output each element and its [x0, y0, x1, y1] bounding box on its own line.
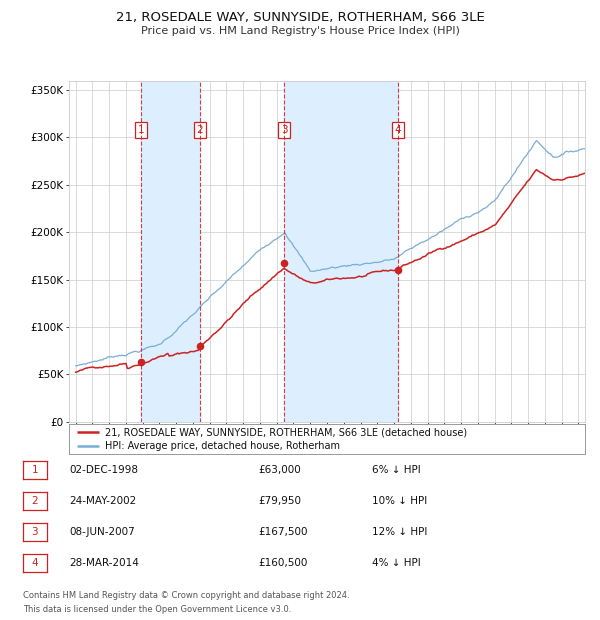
Text: 3: 3	[281, 125, 287, 135]
Bar	[284, 81, 398, 422]
Text: Price paid vs. HM Land Registry's House Price Index (HPI): Price paid vs. HM Land Registry's House …	[140, 26, 460, 36]
Text: £167,500: £167,500	[258, 527, 308, 537]
Text: £63,000: £63,000	[258, 465, 301, 475]
Text: 21, ROSEDALE WAY, SUNNYSIDE, ROTHERHAM, S66 3LE (detached house): 21, ROSEDALE WAY, SUNNYSIDE, ROTHERHAM, …	[105, 427, 467, 437]
Text: 28-MAR-2014: 28-MAR-2014	[69, 558, 139, 568]
Text: 08-JUN-2007: 08-JUN-2007	[69, 527, 135, 537]
Text: 4: 4	[395, 125, 401, 135]
Text: Contains HM Land Registry data © Crown copyright and database right 2024.: Contains HM Land Registry data © Crown c…	[23, 590, 349, 600]
Text: This data is licensed under the Open Government Licence v3.0.: This data is licensed under the Open Gov…	[23, 604, 291, 614]
Text: 1: 1	[31, 465, 38, 475]
Text: 21, ROSEDALE WAY, SUNNYSIDE, ROTHERHAM, S66 3LE: 21, ROSEDALE WAY, SUNNYSIDE, ROTHERHAM, …	[116, 11, 484, 24]
Text: 3: 3	[31, 527, 38, 537]
Bar	[142, 81, 200, 422]
Text: 2: 2	[196, 125, 203, 135]
Text: 10% ↓ HPI: 10% ↓ HPI	[372, 496, 427, 506]
Text: 4: 4	[31, 558, 38, 568]
Text: HPI: Average price, detached house, Rotherham: HPI: Average price, detached house, Roth…	[105, 441, 340, 451]
Text: 02-DEC-1998: 02-DEC-1998	[69, 465, 138, 475]
Text: 12% ↓ HPI: 12% ↓ HPI	[372, 527, 427, 537]
Text: £160,500: £160,500	[258, 558, 307, 568]
Text: 6% ↓ HPI: 6% ↓ HPI	[372, 465, 421, 475]
Text: 2: 2	[31, 496, 38, 506]
Text: 1: 1	[138, 125, 145, 135]
Text: £79,950: £79,950	[258, 496, 301, 506]
Text: 24-MAY-2002: 24-MAY-2002	[69, 496, 136, 506]
Text: 4% ↓ HPI: 4% ↓ HPI	[372, 558, 421, 568]
